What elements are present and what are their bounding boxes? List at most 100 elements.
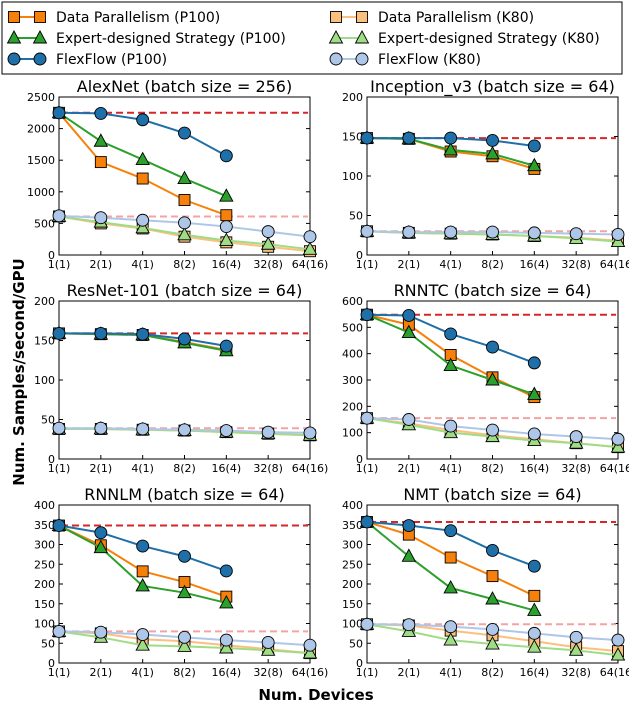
legend-marker [355, 52, 369, 66]
data-point [443, 141, 458, 156]
legend-marker [329, 52, 343, 66]
legend-marker [328, 30, 344, 44]
legend-marker [8, 11, 20, 23]
data-point [178, 194, 191, 206]
y-tick-label: 50 [349, 637, 363, 650]
data-point [360, 224, 374, 238]
data-point [303, 426, 317, 440]
data-point [527, 157, 542, 172]
legend-entry: Expert-designed Strategy (P100) [6, 30, 286, 47]
data-point [444, 225, 458, 239]
data-point [486, 423, 499, 437]
legend-marker [7, 52, 21, 66]
data-point [443, 632, 458, 646]
series-ff_p100 [52, 106, 233, 163]
legend-label: FlexFlow (K80) [378, 52, 481, 68]
series-ff_k80 [52, 209, 317, 244]
y-tick-label: 150 [342, 598, 363, 611]
legend-marker [330, 11, 342, 23]
data-point [52, 209, 66, 223]
legend-entry: FlexFlow (K80) [329, 52, 481, 68]
y-tick-label: 2000 [27, 123, 55, 136]
data-point [136, 539, 150, 553]
y-tick-label: 1500 [27, 154, 55, 167]
series-ff_k80 [52, 624, 317, 652]
chart-panel: RNNLM (batch size = 64) 0 50 100 150 200 250 30… [34, 485, 328, 679]
data-point [611, 432, 625, 446]
data-point [527, 639, 542, 653]
series-ff_p100 [360, 131, 541, 153]
y-tick-label: 2500 [27, 91, 55, 104]
data-point [486, 225, 499, 239]
data-point [302, 241, 318, 255]
data-point [485, 591, 500, 605]
y-tick-label: 400 [342, 348, 363, 361]
data-point [610, 647, 626, 661]
x-tick-label: 16(4) [212, 666, 242, 679]
data-point [444, 131, 458, 145]
legend-marker [33, 52, 47, 66]
data-point [219, 424, 233, 438]
data-point [569, 630, 583, 644]
data-point [178, 423, 191, 437]
data-point [402, 413, 416, 426]
data-point [402, 131, 416, 145]
x-tick-label: 16(4) [212, 258, 242, 271]
data-point [360, 411, 374, 425]
y-tick-label: 50 [349, 210, 363, 223]
x-tick-label: 2(1) [90, 462, 113, 475]
legend: Data Parallelism (P100) Data Parallelism … [1, 1, 623, 75]
data-point [486, 570, 499, 583]
chart-panel: AlexNet (batch size = 256) 0 500 1000 1500 20… [27, 77, 328, 271]
x-tick-label: 64(16) [600, 258, 629, 271]
data-point [52, 326, 66, 340]
data-point [136, 565, 149, 578]
x-tick-label: 32(8) [561, 462, 591, 475]
series-ff_k80 [52, 421, 317, 440]
data-point [401, 548, 417, 562]
chart-panels: AlexNet (batch size = 256)05001000150020… [27, 77, 629, 679]
y-tick-label: 100 [342, 170, 363, 183]
chart-panel: NMT (batch size = 64) 0 50 100 150 200 250 300 3… [342, 485, 629, 679]
legend-label: FlexFlow (P100) [56, 52, 167, 68]
y-tick-label: 350 [34, 519, 55, 532]
data-point [261, 425, 275, 439]
x-tick-label: 8(2) [481, 462, 504, 475]
data-point [444, 551, 457, 564]
x-tick-label: 8(2) [481, 258, 504, 271]
data-point [302, 645, 318, 659]
legend-entry: Data Parallelism (K80) [330, 10, 534, 26]
data-point [178, 549, 191, 563]
x-tick-label: 4(1) [439, 666, 462, 679]
y-tick-label: 250 [342, 558, 363, 571]
x-tick-label: 2(1) [398, 666, 421, 679]
data-point [402, 309, 416, 322]
data-point [527, 139, 541, 153]
x-tick-label: 2(1) [398, 462, 421, 475]
data-point [178, 332, 191, 346]
y-tick-label: 350 [342, 519, 363, 532]
data-point [177, 584, 192, 599]
y-axis-label: Num. Samples/second/GPU [10, 258, 28, 485]
x-tick-label: 64(16) [600, 666, 629, 679]
y-tick-label: 400 [342, 499, 363, 512]
chart-panel: ResNet-101 (batch size = 64) 0 50 100 150 200… [34, 281, 328, 475]
legend-entry: Expert-designed Strategy (K80) [328, 30, 600, 47]
panel-title: ResNet-101 (batch size = 64) [67, 281, 303, 300]
data-point [93, 539, 109, 554]
data-point [444, 327, 458, 341]
y-tick-label: 150 [342, 131, 363, 144]
x-tick-label: 32(8) [561, 666, 591, 679]
y-tick-label: 300 [34, 539, 55, 552]
series-ff_p100 [360, 308, 541, 370]
data-point [260, 236, 276, 250]
data-point [444, 620, 458, 634]
data-point [219, 633, 233, 647]
data-point [303, 230, 317, 244]
x-axis-label: Num. Devices [258, 686, 373, 704]
data-point [444, 419, 458, 433]
legend-marker [356, 11, 368, 23]
data-point [178, 126, 191, 140]
data-point [402, 225, 416, 239]
